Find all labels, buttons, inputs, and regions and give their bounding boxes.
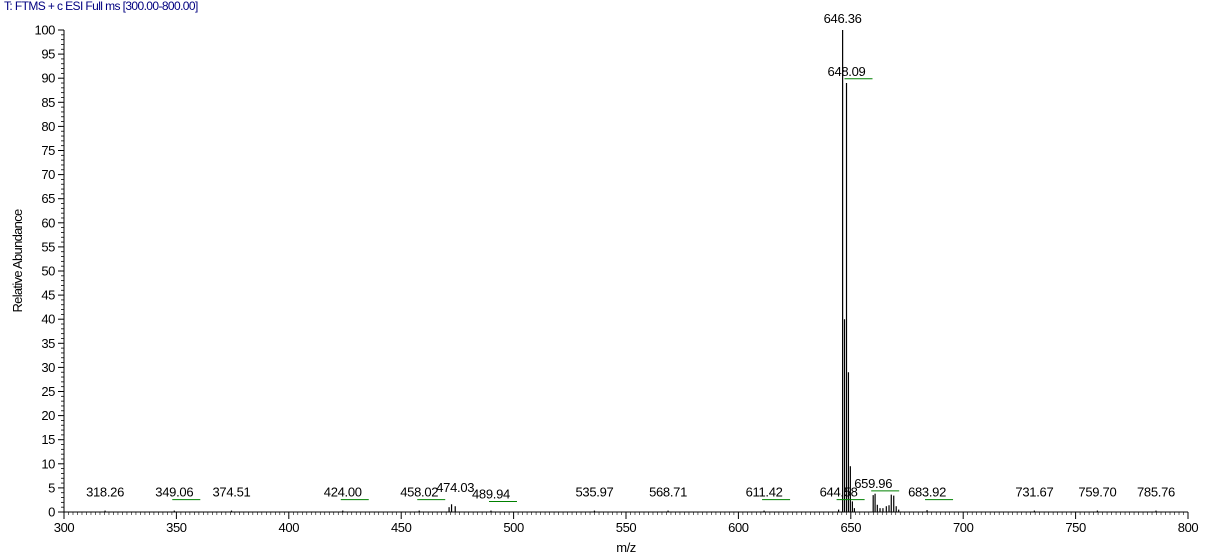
peak-label: 374.51 (213, 485, 251, 500)
y-tick-label: 5 (48, 480, 55, 495)
y-tick-label: 40 (41, 312, 55, 327)
x-tick-label: 350 (166, 520, 187, 535)
peak-annotations: 318.26 349.06 374.51 424.00 458.02474.03489.… (86, 11, 1175, 503)
peak-label: 646.36 (824, 11, 862, 26)
scan-filter-header: T: FTMS + c ESI Full ms [300.00-800.00] (4, 0, 198, 13)
peak-label: 683.92 (908, 485, 946, 500)
x-tick-label: 300 (54, 520, 75, 535)
peak-label: 458.02 (400, 485, 438, 500)
peak-label: 785.76 (1137, 485, 1175, 500)
y-tick-label: 85 (41, 95, 55, 110)
x-tick-label: 400 (279, 520, 300, 535)
peak-label: 489.94 (472, 487, 510, 502)
x-tick-label: 800 (1178, 520, 1199, 535)
peak-label: 424.00 (324, 485, 362, 500)
peak-label: 568.71 (649, 485, 687, 500)
chart-axes (63, 30, 1188, 513)
y-tick-label: 95 (41, 47, 55, 62)
x-tick-label: 650 (841, 520, 862, 535)
peak-label: 535.97 (575, 485, 613, 500)
x-axis-label: m/z (616, 540, 635, 555)
y-tick-label: 90 (41, 71, 55, 86)
y-tick-label: 75 (41, 143, 55, 158)
y-axis-label: Relative Abundance (10, 209, 25, 313)
y-tick-label: 65 (41, 191, 55, 206)
x-tick-label: 550 (616, 520, 637, 535)
y-tick-label: 0 (48, 505, 55, 520)
x-axis-ticks: 300 350 400 450 500 550 600 650 700 750 800 (54, 512, 1199, 535)
y-tick-label: 10 (41, 456, 55, 471)
peak-label: 731.67 (1015, 485, 1053, 500)
y-tick-label: 100 (35, 23, 56, 38)
y-tick-label: 60 (41, 215, 55, 230)
x-tick-label: 500 (503, 520, 524, 535)
x-tick-label: 450 (391, 520, 412, 535)
spectrum-peaks (104, 30, 1157, 512)
y-tick-label: 15 (41, 432, 55, 447)
y-tick-label: 30 (41, 360, 55, 375)
y-tick-label: 70 (41, 167, 55, 182)
peak-label: 318.26 (86, 485, 124, 500)
y-tick-label: 45 (41, 288, 55, 303)
y-tick-label: 25 (41, 384, 55, 399)
y-tick-label: 55 (41, 239, 55, 254)
peak-label: 648.09 (828, 64, 866, 79)
x-tick-label: 750 (1065, 520, 1086, 535)
peak-label: 759.70 (1078, 485, 1116, 500)
y-tick-label: 35 (41, 336, 55, 351)
peak-label: 644.58 (820, 485, 858, 500)
peak-label: 611.42 (746, 485, 783, 500)
y-tick-label: 20 (41, 408, 55, 423)
y-axis-ticks: 0 5 10 15 20 25 30 35 40 45 50 55 60 65 70 75 80 85 90 95 10… (35, 23, 64, 520)
peak-label: 474.03 (436, 480, 474, 495)
y-tick-label: 50 (41, 264, 55, 279)
y-tick-label: 80 (41, 119, 55, 134)
x-tick-label: 600 (728, 520, 749, 535)
x-tick-label: 700 (953, 520, 974, 535)
peak-label: 659.96 (854, 476, 892, 491)
peak-label: 349.06 (155, 485, 193, 500)
